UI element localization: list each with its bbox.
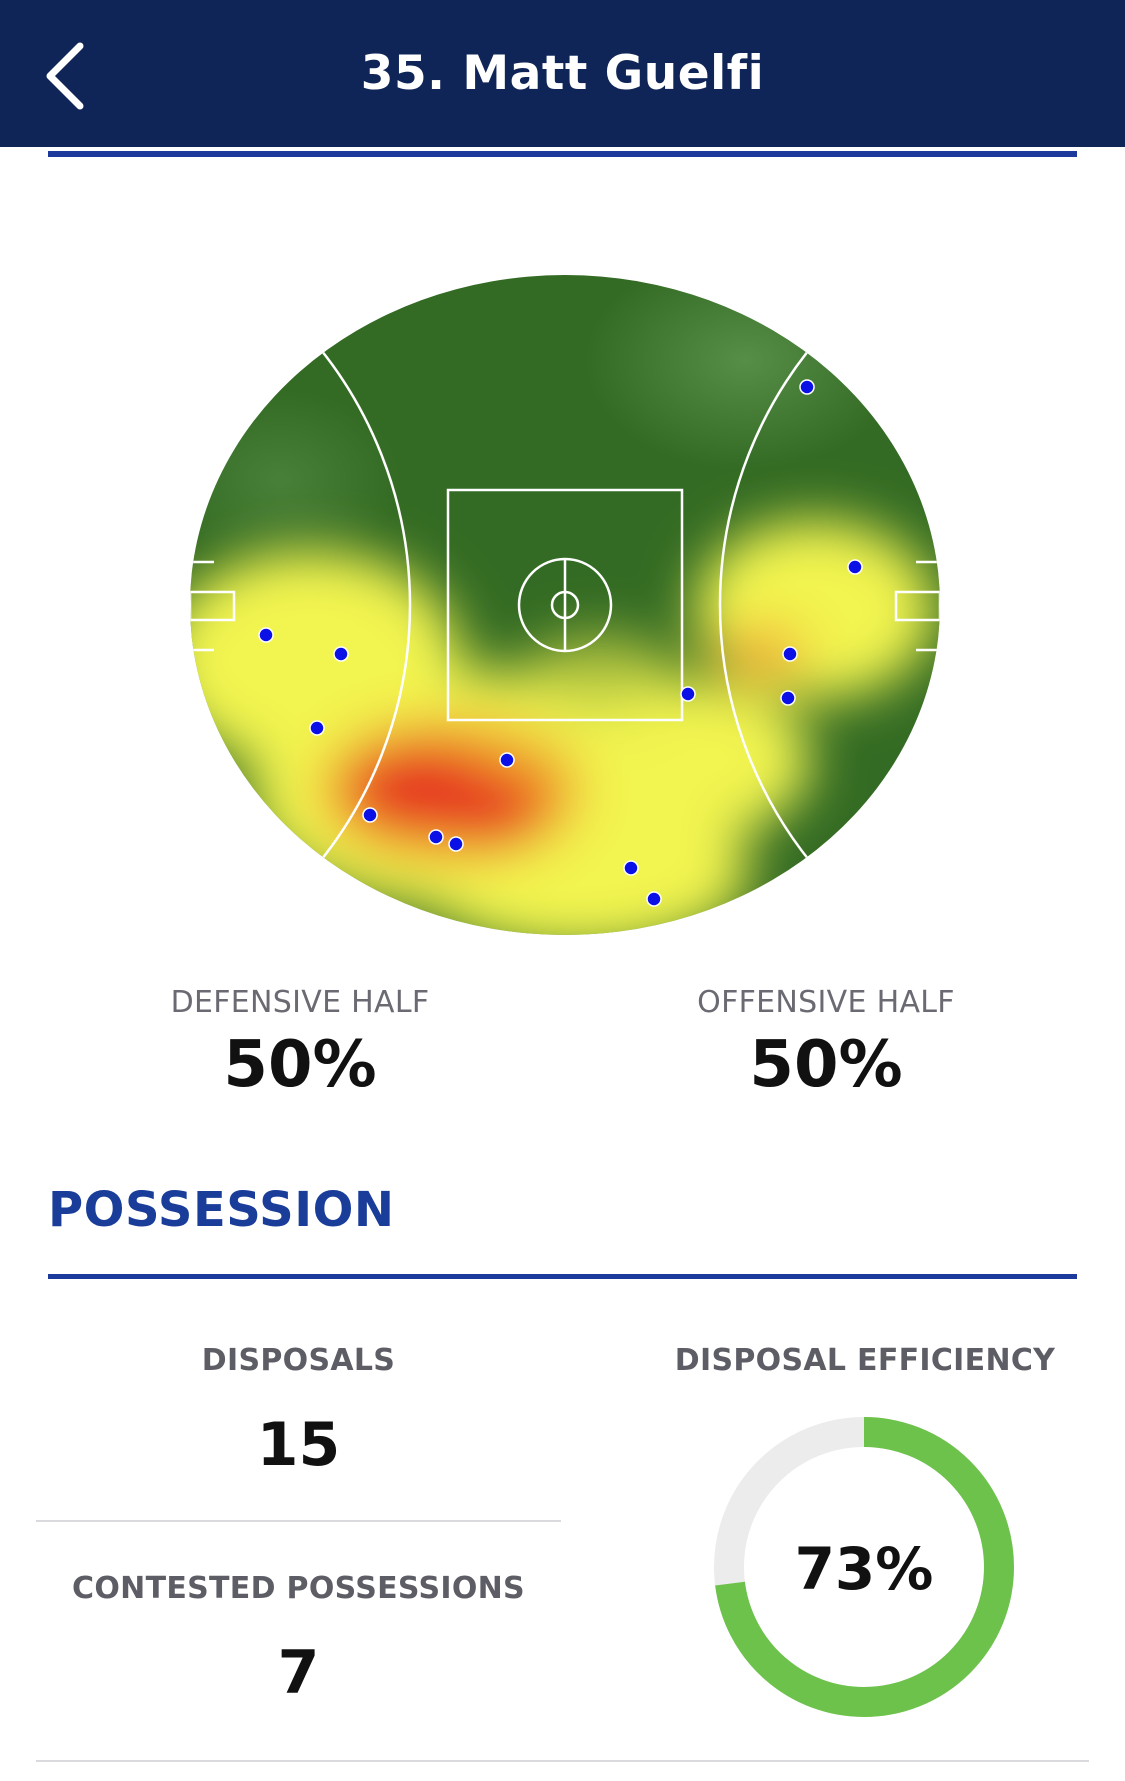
header-divider (48, 151, 1077, 157)
page-title: 35. Matt Guelfi (360, 46, 765, 101)
donut-fill (714, 1417, 1014, 1717)
possession-dot (309, 720, 325, 736)
possession-dot (680, 686, 696, 702)
section-divider (48, 1274, 1077, 1279)
app-header: 35. Matt Guelfi (0, 0, 1125, 147)
offensive-half-value: 50% (749, 1028, 903, 1102)
contested-possessions-label: CONTESTED POSSESSIONS (72, 1571, 525, 1606)
possession-dot (499, 752, 515, 768)
football-field (190, 275, 940, 935)
possession-dot (362, 807, 378, 823)
possession-dot (782, 646, 798, 662)
defensive-half-label: DEFENSIVE HALF (170, 985, 430, 1020)
stat-divider (36, 1520, 561, 1522)
disposal-efficiency-label: DISPOSAL EFFICIENCY (674, 1343, 1056, 1378)
disposals-label: DISPOSALS (201, 1343, 396, 1378)
offensive-half-label: OFFENSIVE HALF (697, 985, 955, 1020)
stat-divider-bottom (36, 1760, 1089, 1762)
possession-dot (646, 891, 662, 907)
possession-dot (847, 559, 863, 575)
possession-dot (623, 860, 639, 876)
possession-dot (258, 627, 274, 643)
section-title-possession: POSSESSION (48, 1182, 395, 1238)
disposal-efficiency-value: 73% (794, 1535, 934, 1603)
possession-heatmap (160, 250, 960, 950)
chevron-left-icon (46, 42, 84, 110)
possession-dot (780, 690, 796, 706)
disposals-value: 15 (256, 1410, 341, 1480)
contested-possessions-value: 7 (277, 1638, 320, 1708)
possession-dot (448, 836, 464, 852)
possession-dot (333, 646, 349, 662)
possession-dot (428, 829, 444, 845)
disposal-efficiency-donut (712, 1415, 1016, 1719)
defensive-half-value: 50% (223, 1028, 377, 1102)
possession-dot (799, 379, 815, 395)
back-button[interactable] (30, 34, 106, 118)
